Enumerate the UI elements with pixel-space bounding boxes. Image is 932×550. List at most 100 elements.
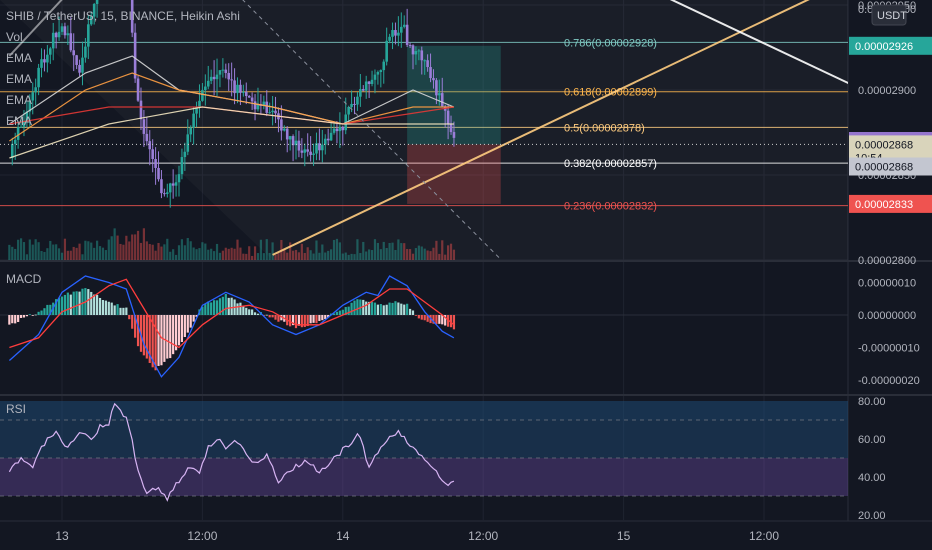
macd-histogram-bar <box>426 315 429 322</box>
candle-body <box>195 107 198 114</box>
volume-bar <box>215 243 219 260</box>
volume-bar <box>134 234 137 260</box>
candle-body <box>136 78 140 101</box>
volume-bar <box>125 235 128 260</box>
macd-histogram-bar <box>256 313 260 315</box>
volume-bar <box>248 246 251 260</box>
candle-body <box>28 100 32 112</box>
volume-bar <box>268 252 271 260</box>
candle-body <box>291 136 295 146</box>
candle-body <box>192 113 195 128</box>
candle-body <box>244 91 248 96</box>
volume-bar <box>391 242 394 260</box>
volume-bar <box>432 247 435 260</box>
macd-histogram-bar <box>353 300 356 315</box>
macd-histogram-bar <box>368 301 371 315</box>
candle-body <box>440 93 444 107</box>
candle-body <box>87 24 90 47</box>
candle-body <box>148 141 152 150</box>
candle-body <box>19 126 23 128</box>
macd-histogram-bar <box>201 306 204 315</box>
candle-body <box>347 107 350 115</box>
candle-body <box>177 174 181 183</box>
volume-bar <box>283 248 286 260</box>
macd-histogram-bar <box>344 307 347 315</box>
time-tick-label: 14 <box>336 529 350 543</box>
volume-bar <box>142 228 145 260</box>
volume-bar <box>388 243 391 260</box>
macd-histogram-bar <box>160 315 163 366</box>
candle-body <box>57 31 61 38</box>
macd-histogram-bar <box>414 315 418 316</box>
volume-bar <box>300 243 303 260</box>
ema-indicator-label[interactable]: EMA <box>6 72 33 86</box>
candle-body <box>142 119 146 134</box>
macd-histogram-bar <box>277 315 280 322</box>
candle-body <box>350 103 353 108</box>
macd-histogram-bar <box>356 299 359 315</box>
macd-histogram-bar <box>449 315 453 328</box>
candle-body <box>250 97 254 102</box>
candle-body <box>66 33 70 36</box>
volume-bar <box>330 249 333 260</box>
volume-bar <box>139 242 143 260</box>
candle-body <box>95 0 99 4</box>
candle-body <box>204 86 207 91</box>
macd-histogram-bar <box>248 309 251 315</box>
macd-histogram-bar <box>119 307 122 315</box>
macd-histogram-bar <box>294 315 298 329</box>
volume-bar <box>46 248 49 260</box>
ema-indicator-label[interactable]: EMA <box>6 114 33 128</box>
volume-bar <box>11 246 14 260</box>
volume-indicator-label[interactable]: Vol <box>6 30 23 44</box>
macd-histogram-bar <box>373 302 377 315</box>
candle-body <box>54 32 58 38</box>
candle-body <box>256 104 260 110</box>
candle-body <box>429 67 432 79</box>
rsi-tick-label: 20.00 <box>858 510 886 522</box>
volume-bar <box>259 239 262 260</box>
volume-bar <box>370 250 374 260</box>
candle-body <box>224 69 228 73</box>
candle-body <box>34 87 37 93</box>
volume-bar <box>359 253 362 260</box>
candle-body <box>236 84 239 94</box>
volume-bar <box>426 250 429 260</box>
macd-histogram-bar <box>145 315 148 359</box>
macd-histogram-bar <box>110 302 113 315</box>
ema-indicator-label[interactable]: EMA <box>6 93 33 107</box>
macd-histogram-bar <box>90 291 93 315</box>
ema-indicator-label[interactable]: EMA <box>6 51 33 65</box>
volume-bar <box>52 244 55 260</box>
candle-body <box>221 69 225 71</box>
macd-histogram-bar <box>391 302 394 315</box>
macd-histogram-bar <box>131 315 134 329</box>
time-tick-label: 13 <box>55 529 69 543</box>
volume-bar <box>207 249 210 260</box>
candle-body <box>367 81 371 84</box>
candle-body <box>385 40 388 62</box>
candle-body <box>13 139 17 144</box>
volume-bar <box>423 248 426 260</box>
volume-bars <box>8 228 456 260</box>
volume-bar <box>210 248 213 260</box>
macd-histogram-bar <box>236 303 239 315</box>
macd-histogram-bar <box>163 315 166 362</box>
candle-body <box>163 193 166 195</box>
macd-histogram-bar <box>452 315 456 330</box>
volume-bar <box>403 243 406 260</box>
macd-histogram-bar <box>265 314 268 316</box>
volume-bar <box>128 241 131 260</box>
candle-body <box>446 110 450 125</box>
time-axis: 13 12:00 14 12:00 15 12:00 <box>55 529 779 543</box>
macd-histogram-bar <box>101 300 105 315</box>
candle-body <box>242 91 245 93</box>
volume-bar <box>406 248 409 260</box>
macd-histogram-bar <box>166 315 169 359</box>
macd-histogram-bar <box>271 315 274 318</box>
candle-body <box>449 124 453 133</box>
macd-histogram-bar <box>335 311 339 315</box>
volume-bar <box>417 245 420 260</box>
candle-body <box>423 60 426 62</box>
